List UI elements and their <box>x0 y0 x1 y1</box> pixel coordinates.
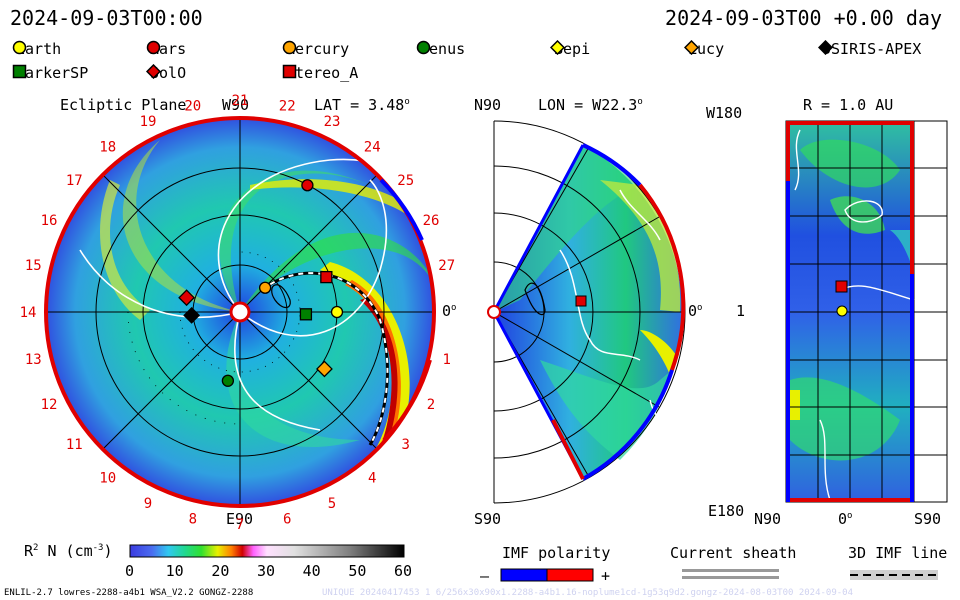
longitude-label: 22 <box>279 98 296 114</box>
legend-item-mars: Mars <box>146 40 186 58</box>
meridional-top-label: N90 <box>474 96 502 114</box>
legend-item-mercury: Mercury <box>282 40 349 58</box>
legend-label: Stereo_A <box>286 64 359 82</box>
footer-right: UNIQUE 20240417453 1 6/256x30x90x1.2288-… <box>322 588 854 598</box>
object-marker-venus <box>221 374 235 387</box>
ecliptic-right-label: 0o <box>442 302 457 320</box>
object-marker-lucy <box>316 360 333 378</box>
imf-negative-bar <box>500 568 548 582</box>
meridional-wedge <box>487 120 686 504</box>
current-sheath-symbol <box>682 569 779 579</box>
longitude-label: 14 <box>20 305 37 321</box>
ecliptic-bottom-label: E90 <box>226 510 254 528</box>
longitude-label: 13 <box>25 352 42 368</box>
longitude-label: 24 <box>364 139 381 155</box>
object-marker-earth <box>330 305 344 319</box>
longitude-label: 6 <box>283 512 291 528</box>
meridional-right-label: 0o <box>688 302 703 320</box>
legend-item-stereo-a: Stereo_A <box>282 64 358 82</box>
longitude-label: 2 <box>427 397 435 413</box>
longitude-label: 16 <box>41 213 58 229</box>
radial-bottom-left: E180 <box>708 502 745 520</box>
imf3d-symbol <box>850 570 938 580</box>
longitude-label: 12 <box>41 397 58 413</box>
longitude-label: 18 <box>99 139 116 155</box>
object-marker-solo <box>178 289 196 307</box>
meridional-lon-label: LON = W22.3o <box>538 96 643 114</box>
legend-label: Venus <box>420 40 466 58</box>
legend-label: SolO <box>150 64 187 82</box>
colorbar <box>129 544 405 558</box>
object-marker-parkersp <box>299 308 313 321</box>
longitude-label: 17 <box>66 173 83 189</box>
ecliptic-lat-label: LAT = 3.48o <box>314 96 410 114</box>
longitude-label: 27 <box>438 258 455 274</box>
ecliptic-objects <box>178 179 344 387</box>
radial-top-left: W180 <box>706 104 743 122</box>
longitude-label: 4 <box>368 471 376 487</box>
colorbar-tick: 30 <box>257 562 276 580</box>
colorbar-label: R2 N (cm-3) <box>24 542 113 560</box>
timestamp-right: 2024-09-03T00 +0.00 day <box>665 6 942 30</box>
imf-plus: + <box>601 567 611 585</box>
longitude-label: 23 <box>324 114 341 130</box>
radial-title: R = 1.0 AU <box>803 96 894 114</box>
colorbar-tick: 20 <box>211 562 230 580</box>
longitude-label: 20 <box>184 98 201 114</box>
imf-minus: – <box>480 567 490 585</box>
longitude-label: 1 <box>442 352 450 368</box>
longitude-label: 3 <box>401 437 409 453</box>
imf3d-title: 3D IMF line <box>848 544 948 562</box>
legend-item-osiris-apex: OSIRIS-APEX <box>818 40 921 58</box>
longitude-label: 10 <box>99 471 116 487</box>
ecliptic-title: Ecliptic Plane <box>60 96 187 114</box>
legend-label: Lucy <box>688 40 725 58</box>
longitude-label: 8 <box>189 512 197 528</box>
meridional-bottom-label: S90 <box>474 510 502 528</box>
legend-item-venus: Venus <box>416 40 465 58</box>
radial-bottom-s90: S90 <box>914 510 942 528</box>
radial-bottom-n90: N90 <box>754 510 782 528</box>
longitude-label: 11 <box>66 437 83 453</box>
legend-label: Earth <box>16 40 62 58</box>
longitude-label: 7 <box>236 517 244 533</box>
object-marker-mars <box>301 179 314 192</box>
legend-item-earth: Earth <box>12 40 61 58</box>
longitude-label: 19 <box>140 114 157 130</box>
ecliptic-top-label: W90 <box>222 96 250 114</box>
legend-item-lucy: Lucy <box>684 40 724 58</box>
sheath-title: Current sheath <box>670 544 797 562</box>
timestamp-left: 2024-09-03T00:00 <box>10 6 203 30</box>
longitude-label: 9 <box>144 496 152 512</box>
legend-label: Bepi <box>554 40 591 58</box>
footer-left: ENLIL-2.7 lowres-2288-a4b1 WSA_V2.2 GONG… <box>4 588 254 598</box>
radial-mid-left: 1 <box>736 302 746 320</box>
longitude-label: 15 <box>25 258 42 274</box>
radial-panel <box>785 120 948 503</box>
object-marker-osiris-apex <box>183 306 201 324</box>
legend-item-bepi: Bepi <box>550 40 590 58</box>
longitude-label: 26 <box>423 213 440 229</box>
imf-positive-bar <box>546 568 594 582</box>
colorbar-tick: 50 <box>348 562 367 580</box>
legend-item-parkersp: ParkerSP <box>12 64 88 82</box>
colorbar-tick: 10 <box>165 562 184 580</box>
object-marker-mercury <box>258 281 272 294</box>
radial-bottom-zero: 0o <box>838 510 853 528</box>
legend-item-solo: SolO <box>146 64 186 82</box>
colorbar-tick: 40 <box>302 562 321 580</box>
longitude-label: 21 <box>232 93 249 109</box>
legend-label: OSIRIS-APEX <box>822 40 922 58</box>
longitude-label: 5 <box>328 496 336 512</box>
colorbar-tick: 60 <box>394 562 413 580</box>
ecliptic-disk <box>44 116 436 508</box>
longitude-label: 25 <box>397 173 414 189</box>
imf-title: IMF polarity <box>502 544 611 562</box>
object-marker-stereo-a <box>320 270 333 284</box>
legend-label: ParkerSP <box>16 64 89 82</box>
legend-label: Mercury <box>286 40 350 58</box>
colorbar-tick: 0 <box>125 562 135 580</box>
